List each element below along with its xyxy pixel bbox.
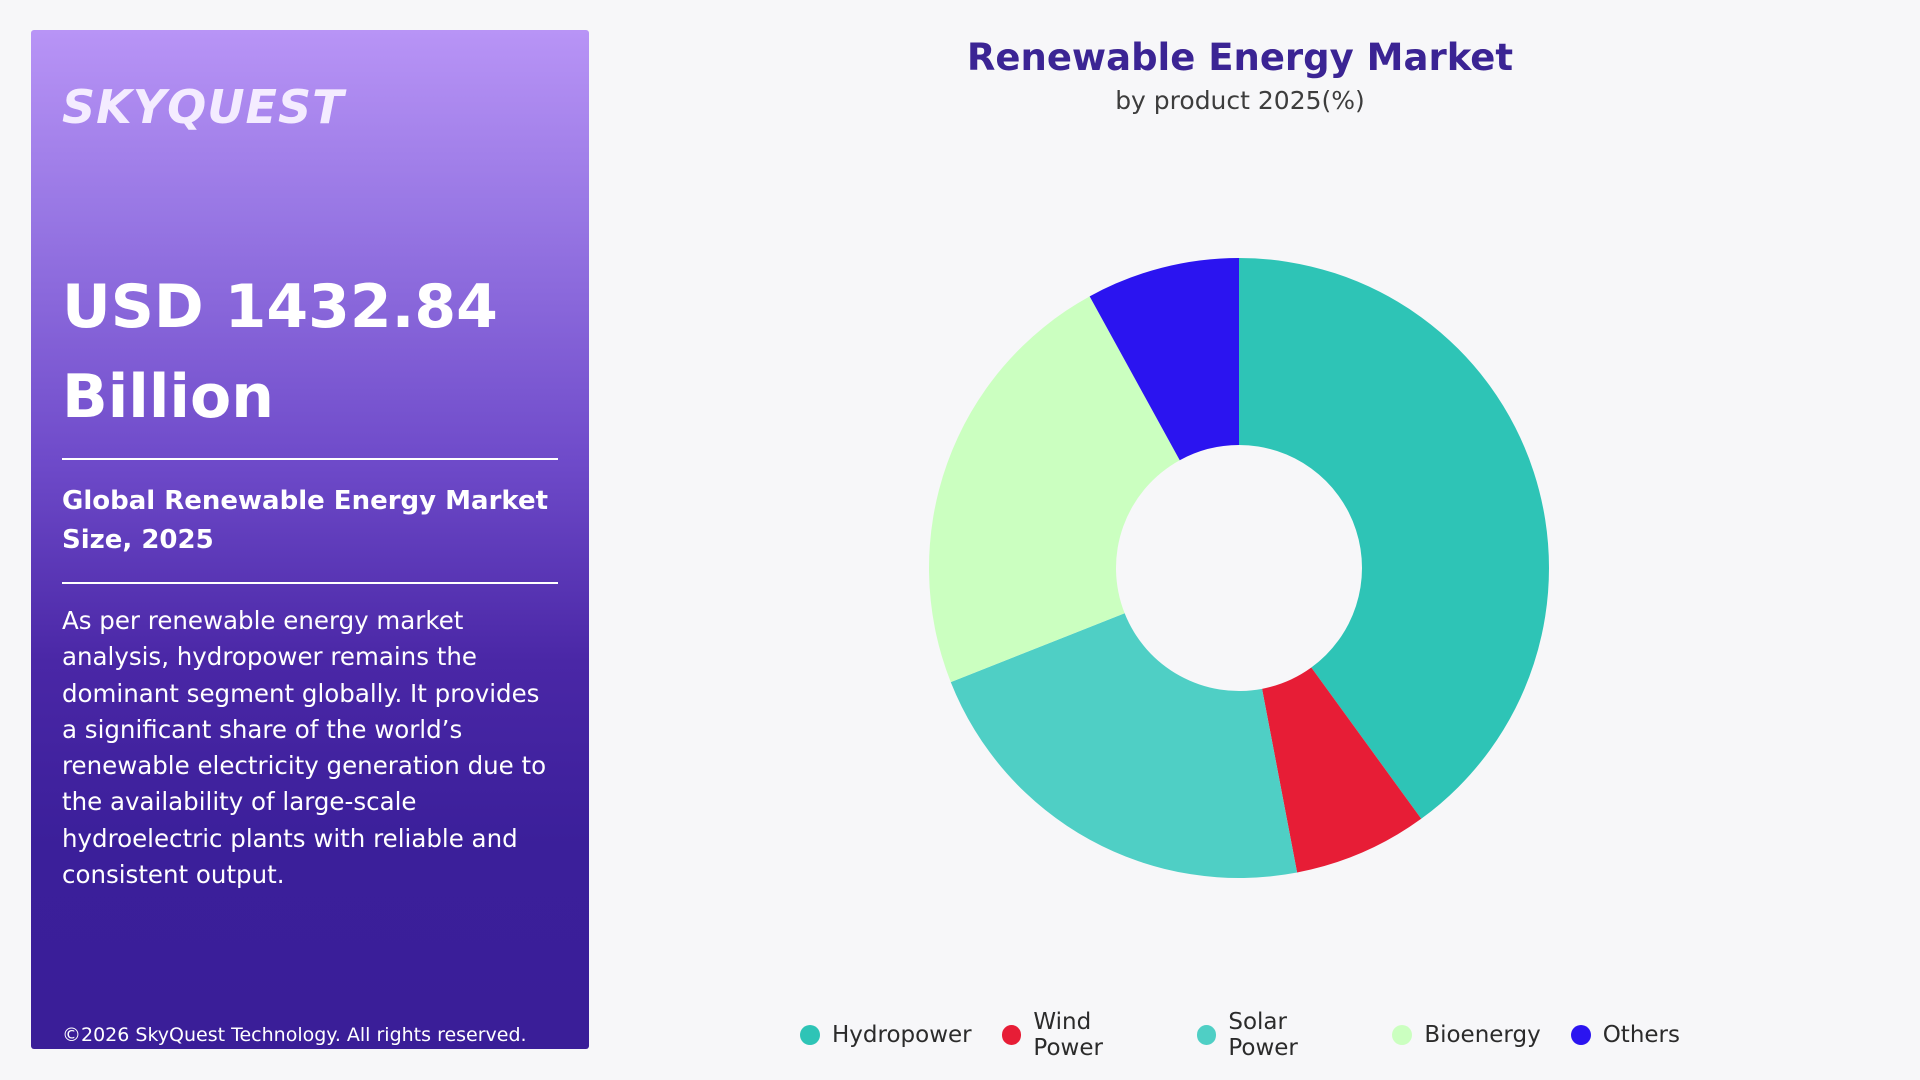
legend-swatch: [1001, 1025, 1022, 1045]
legend-item-hydropower[interactable]: Hydropower: [800, 1022, 972, 1048]
summary-panel: SKYQUEST USD 1432.84 Billion Global Rene…: [31, 30, 589, 1049]
legend-item-wind-power[interactable]: Wind Power: [1001, 1009, 1167, 1061]
copyright-notice: ©2026 SkyQuest Technology. All rights re…: [62, 1024, 527, 1046]
market-description: As per renewable energy market analysis,…: [62, 606, 547, 890]
legend-swatch: [1570, 1025, 1591, 1045]
legend-swatch: [1196, 1025, 1217, 1045]
chart-legend: Hydropower Wind Power Solar Power Bioenergy…: [800, 1009, 1680, 1061]
legend-label: Solar Power: [1228, 1009, 1298, 1061]
donut-slice-wind-power[interactable]: [1262, 667, 1422, 873]
chart-subtitle: by product 2025(%): [1115, 86, 1365, 115]
skyquest-logo: SKYQUEST: [62, 80, 345, 134]
legend-item-bioenergy[interactable]: Bioenergy: [1392, 1022, 1541, 1048]
legend-swatch: [1392, 1025, 1413, 1045]
market-size-unit: Billion: [62, 362, 274, 432]
market-size-value: USD 1432.84 Billion: [62, 262, 562, 442]
divider: [62, 582, 558, 584]
donut-slice-others[interactable]: [1089, 258, 1239, 461]
market-label: Global Renewable Energy Market Size, 202…: [62, 486, 549, 555]
divider: [62, 458, 558, 460]
legend-item-solar-power[interactable]: Solar Power: [1196, 1009, 1363, 1061]
legend-label: Wind Power: [1033, 1009, 1103, 1061]
market-size-amount: USD 1432.84: [62, 272, 498, 342]
chart-title: Renewable Energy Market: [966, 36, 1514, 79]
legend-label: Others: [1602, 1022, 1680, 1048]
donut-slice-bioenergy[interactable]: [929, 296, 1180, 683]
donut-slice-hydropower[interactable]: [1239, 258, 1549, 819]
donut-slice-solar-power[interactable]: [950, 613, 1298, 878]
legend-label: Bioenergy: [1424, 1022, 1541, 1048]
legend-label: Hydropower: [832, 1022, 972, 1048]
legend-item-others[interactable]: Others: [1570, 1022, 1680, 1048]
legend-swatch: [800, 1025, 820, 1045]
